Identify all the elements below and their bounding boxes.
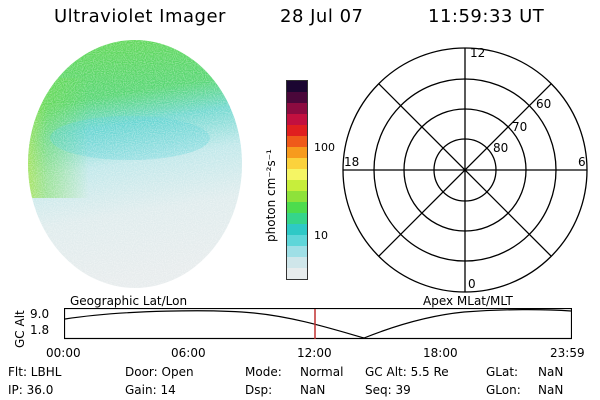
mode-label: Mode:	[245, 365, 282, 379]
gain-info: Gain: 14	[125, 383, 176, 397]
glat-label: GLat:	[486, 365, 519, 379]
colorbar-segment	[287, 114, 307, 125]
colorbar-segment	[287, 257, 307, 268]
mlt-label-18: 18	[344, 155, 360, 169]
y-tick-9: 9.0	[30, 307, 50, 321]
x-tick-1200: 12:00	[297, 346, 332, 360]
colorbar-segment	[287, 136, 307, 147]
mlt-label-6: 6	[578, 155, 586, 169]
ip-info: IP: 36.0	[8, 383, 54, 397]
colorbar-segment	[287, 103, 307, 114]
observation-date: 28 Jul 07	[280, 6, 364, 27]
colorbar-segment	[287, 235, 307, 246]
mlt-label-12: 12	[470, 46, 486, 60]
x-tick-0600: 06:00	[171, 346, 206, 360]
glon-value: NaN	[538, 383, 564, 397]
colorbar-segment	[287, 169, 307, 180]
filter-info: Flt: LBHL	[8, 365, 62, 379]
geographic-title: Geographic Lat/Lon	[70, 294, 188, 308]
colorbar-segment	[287, 158, 307, 169]
dsp-label: Dsp:	[245, 383, 273, 397]
polar-grid	[342, 47, 588, 293]
x-tick-1800: 18:00	[423, 346, 458, 360]
colorbar-segment	[287, 224, 307, 235]
colorbar-segment	[287, 180, 307, 191]
colorbar-segment	[287, 202, 307, 213]
uv-image	[28, 40, 242, 288]
glon-label: GLon:	[486, 383, 521, 397]
colorbar-segment	[287, 125, 307, 136]
colorbar-tick-10: 10	[314, 229, 328, 242]
colorbar-segment	[287, 268, 307, 279]
glat-value: NaN	[538, 365, 564, 379]
orbit-plot	[64, 308, 572, 340]
gc-alt-axis-label: GC Alt	[13, 310, 27, 348]
dsp-value: NaN	[300, 383, 326, 397]
colorbar-segment	[287, 81, 307, 92]
colorbar-segment	[287, 191, 307, 202]
colorbar-segment	[287, 213, 307, 224]
mode-value: Normal	[300, 365, 344, 379]
instrument-title: Ultraviolet Imager	[54, 6, 226, 27]
mlt-label-0: 0	[468, 277, 476, 291]
colorbar-unit-label: photon cm⁻²s⁻¹	[264, 149, 278, 242]
x-tick-0000: 00:00	[46, 346, 81, 360]
sequence-info: Seq: 39	[365, 383, 411, 397]
colorbar	[286, 80, 308, 280]
observation-time: 11:59:33 UT	[428, 6, 545, 27]
y-tick-1-8: 1.8	[30, 323, 50, 337]
lat-label-70: 70	[512, 120, 528, 134]
x-tick-2359: 23:59	[550, 346, 585, 360]
gc-alt-info: GC Alt: 5.5 Re	[365, 365, 449, 379]
colorbar-segment	[287, 92, 307, 103]
lat-label-80: 80	[493, 141, 509, 155]
colorbar-segment	[287, 147, 307, 158]
apex-title: Apex MLat/MLT	[423, 294, 513, 308]
lat-label-60: 60	[536, 97, 552, 111]
door-info: Door: Open	[125, 365, 194, 379]
colorbar-segment	[287, 246, 307, 257]
colorbar-tick-100: 100	[314, 141, 335, 154]
